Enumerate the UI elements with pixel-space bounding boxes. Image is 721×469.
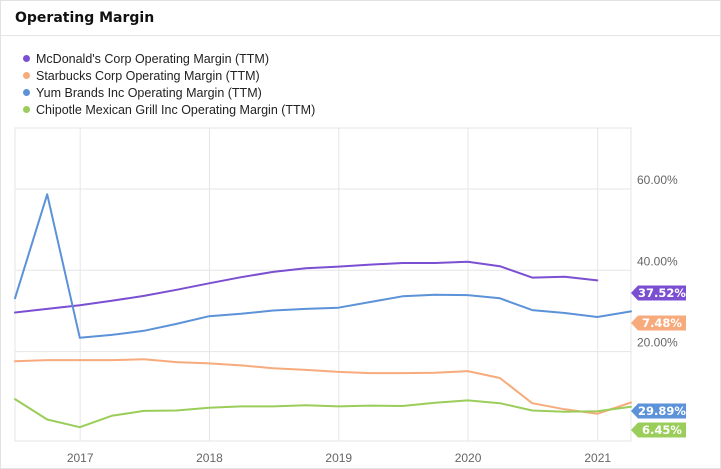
legend-label-yum: Yum Brands Inc Operating Margin (TTM): [36, 86, 262, 100]
title-divider: [1, 35, 720, 36]
y-tick-label: 20.00%: [637, 336, 678, 350]
end-label-flag: [631, 315, 686, 331]
legend-label-starbucks: Starbucks Corp Operating Margin (TTM): [36, 69, 260, 83]
plot-frame: [14, 127, 632, 442]
end-label-flag: [631, 285, 686, 301]
legend-item-chipotle[interactable]: Chipotle Mexican Grill Inc Operating Mar…: [23, 102, 315, 119]
legend-label-mcdonalds: McDonald's Corp Operating Margin (TTM): [36, 52, 270, 66]
legend-swatch-yum: [23, 89, 30, 96]
end-label-value: 7.48%: [642, 316, 682, 330]
y-tick-label: 60.00%: [637, 173, 678, 187]
end-label-mcdonalds: 37.52%: [631, 285, 686, 301]
legend-swatch-chipotle: [23, 106, 30, 113]
end-label-value: 29.89%: [638, 404, 686, 418]
series-line-chipotle: [14, 398, 632, 429]
legend-label-chipotle: Chipotle Mexican Grill Inc Operating Mar…: [36, 103, 316, 117]
legend-swatch-starbucks: [23, 72, 30, 79]
end-label-value: 37.52%: [638, 286, 686, 300]
legend-item-yum[interactable]: Yum Brands Inc Operating Margin (TTM): [23, 85, 315, 102]
legend-item-starbucks[interactable]: Starbucks Corp Operating Margin (TTM): [23, 68, 315, 85]
x-tick-label: 2017: [67, 451, 94, 465]
x-tick-label: 2020: [455, 451, 482, 465]
chart-title: Operating Margin: [15, 10, 155, 26]
end-label-value: 6.45%: [642, 423, 682, 437]
end-label-flag: [631, 403, 686, 419]
series-line-mcdonalds: [14, 260, 599, 314]
chart-legend: McDonald's Corp Operating Margin (TTM) S…: [23, 51, 315, 119]
x-tick-label: 2018: [196, 451, 223, 465]
series-line-starbucks: [14, 358, 632, 415]
legend-swatch-mcdonalds: [23, 55, 30, 62]
end-label-yum: 29.89%: [631, 403, 686, 419]
legend-item-mcdonalds[interactable]: McDonald's Corp Operating Margin (TTM): [23, 51, 315, 68]
end-label-starbucks: 7.48%: [631, 315, 686, 331]
series-line-yum: [14, 193, 632, 339]
y-tick-label: 40.00%: [637, 254, 678, 268]
end-label-flag: [631, 422, 686, 438]
end-label-chipotle: 6.45%: [631, 422, 686, 438]
x-tick-label: 2019: [325, 451, 352, 465]
x-tick-label: 2021: [584, 451, 611, 465]
